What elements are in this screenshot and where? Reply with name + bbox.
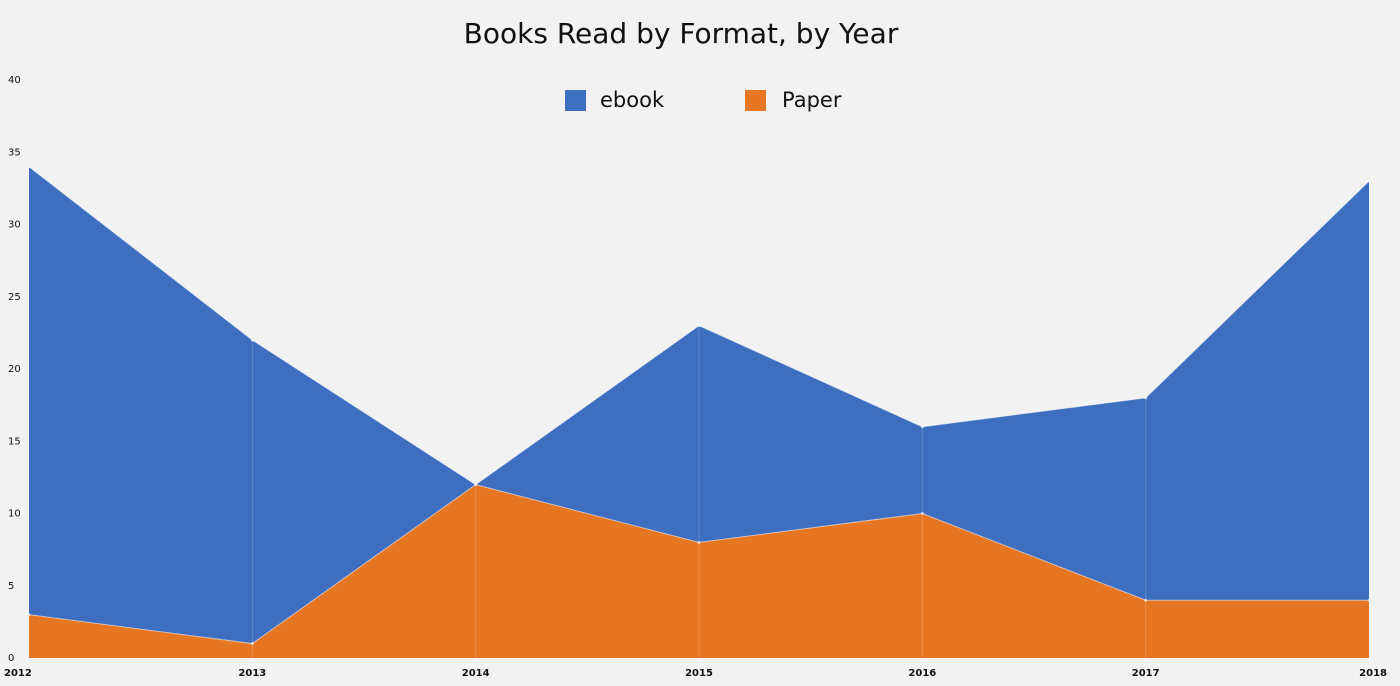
data-point-ebook-2016 (920, 425, 924, 429)
y-tick-label-35: 35 (8, 147, 21, 158)
chart-title: Books Read by Format, by Year (464, 17, 899, 50)
y-tick-label-40: 40 (8, 75, 21, 86)
y-tick-label-15: 15 (8, 436, 21, 447)
x-tick-label-2013: 2013 (238, 668, 266, 679)
x-tick-label-2012: 2012 (4, 668, 32, 679)
legend-swatch-paper (745, 90, 766, 111)
x-tick-label-2016: 2016 (908, 668, 936, 679)
y-tick-label-5: 5 (8, 581, 14, 592)
plot-area (27, 165, 1371, 658)
x-tick-label-2014: 2014 (462, 668, 490, 679)
data-point-paper-2015 (697, 540, 701, 544)
y-tick-label-20: 20 (8, 364, 21, 375)
x-tick-label-2017: 2017 (1132, 668, 1160, 679)
legend: ebook Paper (565, 88, 842, 112)
x-axis-ticks: 2012 2013 2014 2015 2016 2017 2018 (4, 668, 1387, 679)
data-point-paper-2016 (920, 512, 924, 515)
legend-label-paper: Paper (782, 88, 842, 112)
y-tick-label-30: 30 (8, 220, 21, 231)
legend-swatch-ebook (565, 90, 586, 111)
data-point-ebook-2012 (27, 165, 31, 169)
data-point-paper-2018 (1367, 598, 1371, 602)
x-tick-label-2015: 2015 (685, 668, 713, 679)
y-tick-label-0: 0 (8, 653, 14, 664)
y-tick-label-10: 10 (8, 509, 21, 520)
data-point-paper-2014 (474, 483, 478, 487)
x-tick-label-2018: 2018 (1359, 668, 1387, 679)
y-tick-label-25: 25 (8, 292, 21, 303)
data-point-ebook-2017 (1144, 396, 1148, 400)
data-point-paper-2012 (27, 613, 31, 617)
y-axis-ticks: 0 5 10 15 20 25 30 35 40 (8, 75, 21, 664)
area-series-paper (29, 484, 1369, 658)
data-point-ebook-2018 (1367, 179, 1371, 183)
area-series-ebook (29, 166, 1369, 658)
data-point-paper-2013 (250, 642, 254, 646)
data-point-paper-2017 (1144, 598, 1148, 602)
data-point-ebook-2015 (697, 324, 701, 328)
data-point-ebook-2013 (250, 338, 254, 342)
legend-label-ebook: ebook (600, 88, 665, 112)
